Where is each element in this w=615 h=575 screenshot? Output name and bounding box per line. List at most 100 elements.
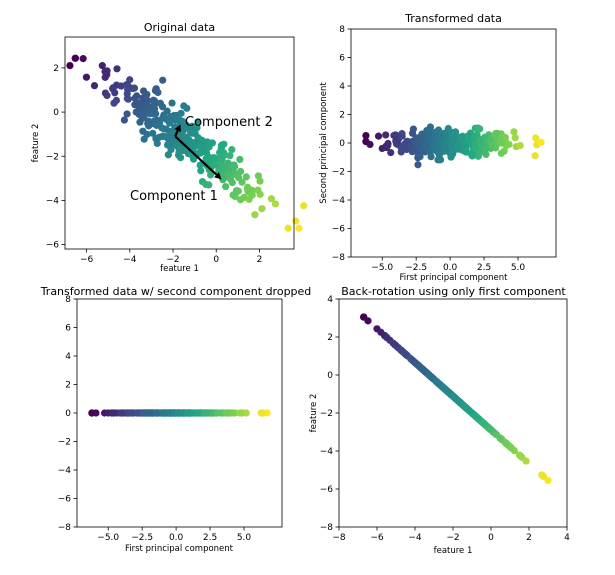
y-tick-label: −2 <box>58 438 71 448</box>
data-point <box>366 140 374 149</box>
arrow-shaft <box>174 135 218 176</box>
yticks-original: −6 −4 −2 0 2 <box>46 64 65 251</box>
data-point <box>443 138 451 146</box>
points-transformed <box>362 123 545 169</box>
data-point <box>295 224 303 232</box>
y-tick-label: −6 <box>58 495 72 505</box>
x-tick-label: 0.0 <box>443 263 458 273</box>
data-point <box>201 409 210 417</box>
x-tick-label: −2.5 <box>405 263 427 273</box>
data-point <box>411 147 419 155</box>
data-point <box>251 211 259 219</box>
xticks-backrot: −8 −6 −4 −2 0 2 4 <box>332 527 570 543</box>
frame-original <box>64 36 295 250</box>
data-point <box>497 149 505 157</box>
data-point <box>90 82 99 90</box>
data-point <box>254 186 262 194</box>
y-tick-label: 6 <box>65 324 71 334</box>
data-point <box>242 409 250 417</box>
data-point <box>434 156 442 164</box>
data-point <box>136 118 144 126</box>
xticks-dropped: −5.0 −2.5 0.0 2.5 5.0 <box>97 527 251 543</box>
xticks-original: −6 −4 −2 0 2 <box>80 249 262 265</box>
data-point <box>164 151 172 159</box>
data-point <box>183 409 191 417</box>
data-point <box>192 138 200 146</box>
data-point <box>196 161 204 169</box>
data-point <box>515 451 524 459</box>
yticks-dropped: −8 −6 −4 −2 0 2 4 6 8 <box>58 295 77 533</box>
data-point <box>149 129 157 137</box>
data-point <box>229 191 237 199</box>
y-tick-label: 4 <box>65 352 71 362</box>
xlabel-backrot: feature 1 <box>434 546 473 556</box>
data-point <box>123 110 131 118</box>
data-point <box>133 92 141 100</box>
data-point <box>383 333 391 342</box>
y-tick-label: −2 <box>332 168 345 178</box>
data-point <box>421 142 429 150</box>
x-tick-label: −2 <box>166 255 179 265</box>
x-tick-label: −6 <box>370 533 384 543</box>
x-tick-label: 2.5 <box>203 533 217 543</box>
x-tick-label: −2 <box>446 533 459 543</box>
data-point <box>459 141 467 150</box>
data-point <box>150 100 159 108</box>
arrow-head <box>174 124 181 133</box>
data-point <box>464 132 472 140</box>
data-point <box>152 409 160 417</box>
y-tick-label: 2 <box>339 111 345 121</box>
y-tick-label: −6 <box>332 225 346 235</box>
xlabel-original: feature 1 <box>160 264 199 274</box>
data-point <box>538 471 546 479</box>
x-tick-label: 4 <box>564 533 570 543</box>
annotation-component-1: Component 1 <box>130 189 218 204</box>
arrows-original <box>174 124 222 180</box>
data-point <box>387 148 395 157</box>
data-point <box>492 129 500 138</box>
data-point <box>419 365 427 373</box>
data-point <box>258 205 266 213</box>
y-tick-label: 4 <box>327 295 333 305</box>
data-point <box>205 143 213 151</box>
arrow-shaft <box>174 130 179 137</box>
y-tick-label: −2 <box>320 409 333 419</box>
data-point <box>416 152 424 161</box>
panel-transformed: Transformed data −5.0 −2.5 0.0 2.5 5.0 −8−6−… <box>319 12 557 283</box>
data-point <box>451 394 459 402</box>
data-point <box>110 409 118 417</box>
data-point <box>174 409 183 417</box>
data-point <box>217 141 226 149</box>
data-point <box>497 138 505 146</box>
data-point <box>222 182 230 191</box>
x-tick-label: 5.0 <box>511 263 526 273</box>
y-tick-label: −6 <box>46 241 60 251</box>
y-tick-label: −4 <box>332 196 346 206</box>
data-point <box>414 161 422 169</box>
y-tick-label: −8 <box>58 523 72 533</box>
ylabel-transformed: Second principal component <box>319 82 329 204</box>
data-point <box>382 131 390 139</box>
data-point <box>103 91 111 100</box>
x-tick-label: −5.0 <box>97 533 119 543</box>
data-point <box>441 146 449 154</box>
data-point <box>103 71 111 79</box>
panel-backrot: Back-rotation using only first component… <box>309 285 570 556</box>
data-point <box>236 155 244 164</box>
y-tick-label: −4 <box>46 196 60 206</box>
x-tick-label: −4 <box>408 533 422 543</box>
data-point <box>544 476 552 485</box>
ylabel-original: feature 2 <box>31 124 41 163</box>
data-point <box>143 90 151 99</box>
x-tick-label: −5.0 <box>371 263 393 273</box>
data-point <box>242 173 250 181</box>
data-point <box>236 409 244 417</box>
y-tick-label: 8 <box>339 25 345 35</box>
data-point <box>164 409 172 417</box>
data-point <box>214 409 222 417</box>
data-point <box>415 136 424 144</box>
frame-backrot <box>338 298 568 528</box>
data-point <box>220 163 229 172</box>
y-tick-label: −2 <box>46 152 59 162</box>
